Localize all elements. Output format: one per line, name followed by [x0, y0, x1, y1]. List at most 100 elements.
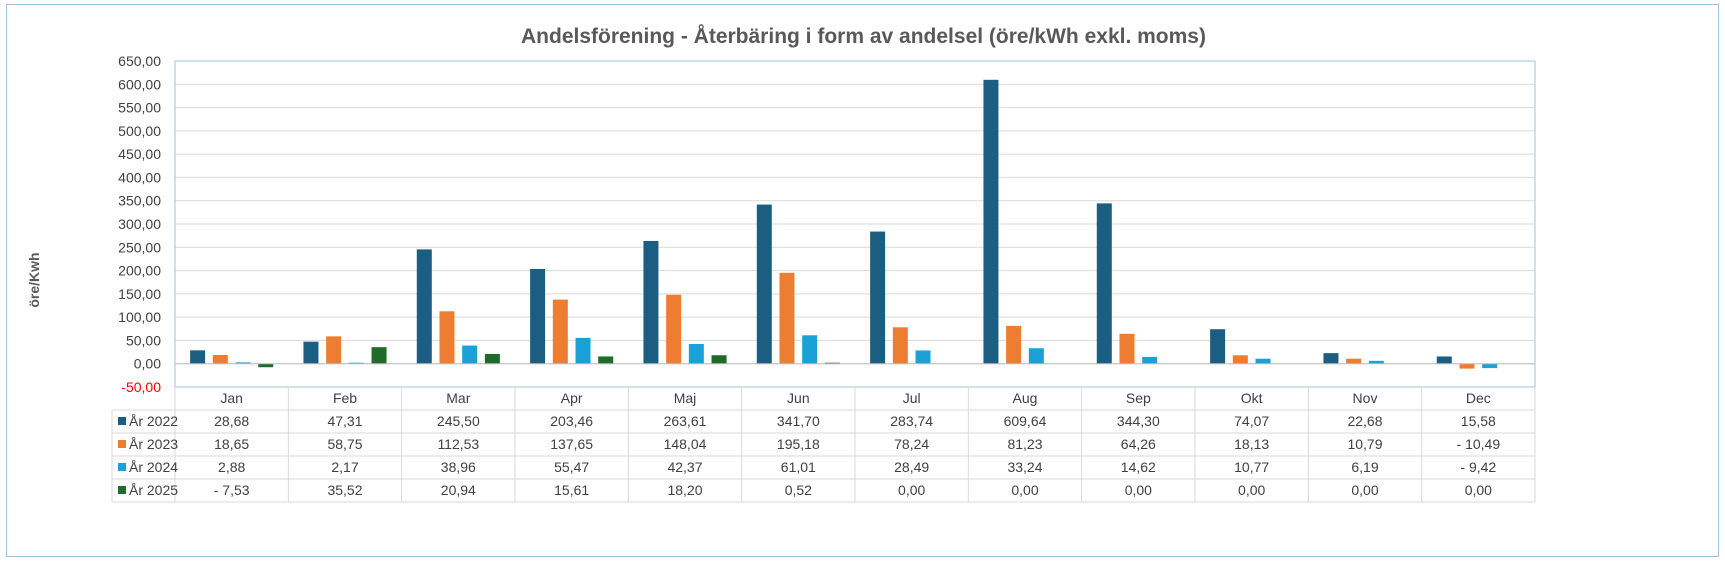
- legend-series-name: År 2025: [129, 482, 178, 498]
- bar: [484, 353, 500, 364]
- x-category-label: Aug: [1013, 390, 1038, 406]
- legend-series-name: År 2024: [129, 459, 178, 475]
- data-table-cell: 263,61: [664, 413, 707, 429]
- bar: [1142, 356, 1158, 364]
- data-table-cell: 33,24: [1007, 459, 1042, 475]
- data-table-cell: 0,00: [1125, 482, 1152, 498]
- bar: [711, 355, 727, 364]
- bar: [1346, 358, 1362, 364]
- bar: [915, 350, 931, 364]
- data-table-cell: 10,79: [1347, 436, 1382, 452]
- x-category-label: Jan: [220, 390, 243, 406]
- data-table-cell: 28,49: [894, 459, 929, 475]
- legend-key: [118, 417, 126, 425]
- y-tick-label: 300,00: [118, 216, 161, 232]
- x-category-label: Jun: [787, 390, 810, 406]
- bar: [439, 311, 455, 364]
- y-tick-label: 350,00: [118, 193, 161, 209]
- data-table-cell: 2,88: [218, 459, 245, 475]
- bar: [643, 240, 659, 364]
- legend-key: [118, 463, 126, 471]
- legend-series-name: År 2023: [129, 436, 178, 452]
- y-tick-label: 450,00: [118, 146, 161, 162]
- bar: [1006, 325, 1022, 364]
- bar: [1368, 360, 1384, 364]
- data-table-cell: 58,75: [327, 436, 362, 452]
- data-table-cell: 148,04: [664, 436, 707, 452]
- data-table-cell: 42,37: [667, 459, 702, 475]
- data-table-cell: 283,74: [890, 413, 933, 429]
- bar: [326, 336, 342, 364]
- data-table-cell: 38,96: [441, 459, 476, 475]
- bar: [802, 335, 818, 364]
- bar: [190, 350, 206, 364]
- data-table-cell: 112,53: [437, 436, 479, 452]
- bar: [1096, 203, 1112, 364]
- y-tick-label: 250,00: [118, 239, 161, 255]
- legend-series-name: År 2022: [129, 413, 178, 429]
- bar: [258, 363, 274, 368]
- y-tick-label: 200,00: [118, 263, 161, 279]
- bar: [756, 204, 772, 364]
- bar: [348, 362, 364, 364]
- bar: [530, 268, 546, 364]
- data-table-cell: 22,68: [1347, 413, 1382, 429]
- data-table-cell: 0,00: [898, 482, 925, 498]
- bar: [575, 337, 591, 364]
- data-table-cell: 0,00: [1465, 482, 1492, 498]
- bar: [462, 345, 478, 364]
- data-table-cell: 18,13: [1234, 436, 1269, 452]
- data-table-cell: 20,94: [441, 482, 476, 498]
- bar: [892, 327, 908, 364]
- bar: [1119, 333, 1135, 364]
- bar: [1436, 356, 1452, 364]
- y-tick-label: 400,00: [118, 169, 161, 185]
- data-table-cell: 137,65: [550, 436, 593, 452]
- data-table-cell: 47,31: [327, 413, 362, 429]
- y-tick-label: 650,00: [118, 53, 161, 69]
- y-tick-label: 600,00: [118, 76, 161, 92]
- bar: [1028, 348, 1044, 364]
- bar: [303, 341, 319, 364]
- data-table-cell: 344,30: [1117, 413, 1160, 429]
- y-tick-label: 150,00: [118, 286, 161, 302]
- data-table-cell: - 10,49: [1457, 436, 1501, 452]
- x-category-label: Dec: [1466, 390, 1491, 406]
- legend-key: [118, 486, 126, 494]
- data-table-cell: 55,47: [554, 459, 589, 475]
- data-table-cell: 15,61: [554, 482, 589, 498]
- bar: [1210, 329, 1226, 364]
- bar: [870, 231, 886, 364]
- data-table-cell: 61,01: [781, 459, 816, 475]
- x-category-label: Sep: [1126, 390, 1151, 406]
- data-table-cell: - 9,42: [1460, 459, 1496, 475]
- data-table-cell: 64,26: [1121, 436, 1156, 452]
- chart-frame: Andelsförening - Återbäring i form av an…: [6, 4, 1719, 557]
- x-category-label: Apr: [561, 390, 583, 406]
- data-table-cell: 14,62: [1121, 459, 1156, 475]
- y-tick-label: 100,00: [118, 309, 161, 325]
- data-table-cell: 2,17: [331, 459, 358, 475]
- bar: [416, 249, 432, 364]
- data-table-cell: 0,00: [1011, 482, 1038, 498]
- bar: [1482, 363, 1498, 369]
- x-category-label: Jul: [903, 390, 921, 406]
- bar: [212, 355, 228, 364]
- bar: [552, 299, 568, 364]
- data-table-cell: 78,24: [894, 436, 929, 452]
- data-table-cell: 10,77: [1234, 459, 1269, 475]
- y-tick-label: 500,00: [118, 123, 161, 139]
- data-table-cell: 245,50: [437, 413, 480, 429]
- bar: [598, 356, 614, 364]
- data-table-cell: 203,46: [550, 413, 593, 429]
- x-category-label: Feb: [333, 390, 357, 406]
- bar: [688, 343, 704, 364]
- data-table-cell: 0,52: [785, 482, 812, 498]
- data-table-cell: - 7,53: [214, 482, 250, 498]
- legend-key: [118, 440, 126, 448]
- data-table-cell: 18,20: [667, 482, 702, 498]
- bar: [666, 294, 682, 364]
- data-table-cell: 35,52: [327, 482, 362, 498]
- data-table-cell: 609,64: [1004, 413, 1047, 429]
